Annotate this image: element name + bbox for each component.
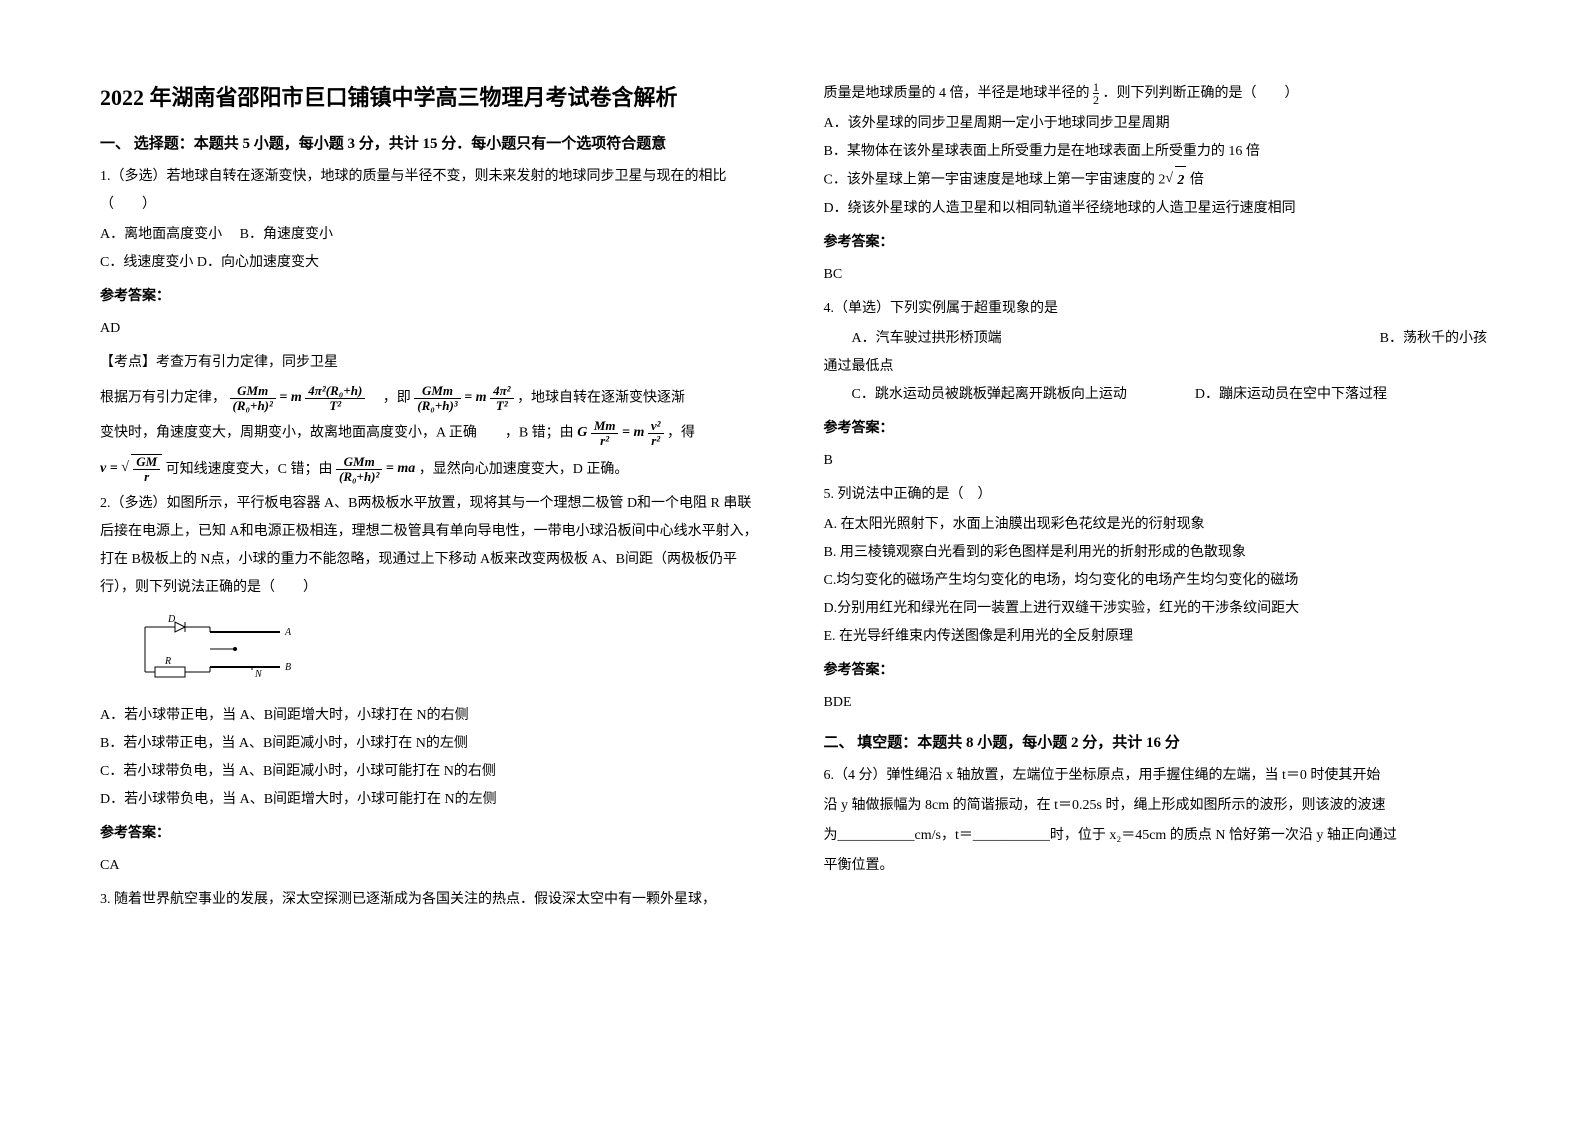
q4-opt-d: D．蹦床运动员在空中下落过程 [1167, 381, 1387, 409]
section-2-header: 二、 填空题：本题共 8 小题，每小题 2 分，共计 16 分 [824, 731, 1488, 752]
q3-opt-b: B．某物体在该外星球表面上所受重力是在地球表面上所受重力的 16 倍 [824, 138, 1488, 166]
q3-opt-c-post: 倍 [1186, 173, 1204, 188]
q5-opt-e: E. 在光导纤维束内传送图像是利用光的全反射原理 [824, 623, 1488, 651]
q6-line3: 为___________cm/s，t＝___________时，位于 x₂＝45… [824, 822, 1488, 850]
q3-opt-c-pre: C．该外星球上第一宇宙速度是地球上第一宇宙速度的 2 [824, 173, 1166, 188]
svg-text:R: R [164, 656, 171, 667]
q1-opt-c: C．线速度变小 [100, 255, 193, 270]
formula-gmm2: GMm(R₀+h)³ [414, 384, 460, 414]
circuit-diagram: D A B R N [120, 612, 300, 692]
q1-exp2-post: ，地球自转在逐渐变快逐渐 [517, 391, 685, 406]
sqrt2: 2 [1175, 166, 1186, 195]
q4-stem: 4.（单选）下列实例属于超重现象的是 [824, 295, 1488, 323]
q2-opt-d: D．若小球带负电，当 A、B间距增大时，小球可能打在 N的左侧 [100, 786, 764, 814]
formula-gmm1: GMm(R₀+h)² [230, 384, 276, 414]
q1-opt-d: D．向心加速度变大 [197, 255, 319, 270]
q4-opt-a: A．汽车驶过拱形桥顶端 [824, 325, 1312, 353]
q4-opt-b: B．荡秋千的小孩 [1352, 325, 1487, 353]
q1-opt-b: B．角速度变小 [240, 227, 333, 242]
q2-options: A．若小球带正电，当 A、B间距增大时，小球打在 N的右侧 B．若小球带正电，当… [100, 702, 764, 814]
question-6: 6.（4 分）弹性绳沿 x 轴放置，左端位于坐标原点，用手握住绳的左端，当 t＝… [824, 762, 1488, 880]
q1-answer: AD [100, 315, 764, 343]
q4-row2: C．跳水运动员被跳板弹起离开跳板向上运动 D．蹦床运动员在空中下落过程 [824, 381, 1488, 409]
svg-text:D: D [167, 614, 176, 625]
q3-answer: BC [824, 261, 1488, 289]
q2-opt-c: C．若小球带负电，当 A、B间距减小时，小球可能打在 N的右侧 [100, 758, 764, 786]
formula-v2: v²r² [648, 419, 664, 449]
question-5: 5. 列说法中正确的是（ ） A. 在太阳光照射下，水面上油膜出现彩色花纹是光的… [824, 481, 1488, 717]
formula-mm: Mmr² [591, 419, 619, 449]
q1-formula-1: 根据万有引力定律， GMm(R₀+h)² = m 4π²(R₀+h)T² ，即 … [100, 383, 764, 414]
left-column: 2022 年湖南省邵阳市巨口铺镇中学高三物理月考试卷含解析 一、 选择题：本题共… [100, 80, 764, 918]
q5-opt-d: D.分别用红光和绿光在同一装置上进行双缝干涉实验，红光的干涉条纹间距大 [824, 595, 1488, 623]
eq-2: = m [464, 383, 486, 414]
svg-text:N: N [254, 669, 263, 680]
formula-v: v = [100, 454, 118, 485]
q4-midline: 通过最低点 [824, 353, 1488, 381]
q4-row1: A．汽车驶过拱形桥顶端 B．荡秋千的小孩 [824, 325, 1488, 353]
q1-exp2-pre: 根据万有引力定律， [100, 391, 226, 406]
q3-opt-a: A．该外星球的同步卫星周期一定小于地球同步卫星周期 [824, 110, 1488, 138]
q3-opt-d: D．绕该外星球的人造卫星和以相同轨道半径绕地球的人造卫星运行速度相同 [824, 195, 1488, 223]
q2-opt-b: B．若小球带正电，当 A、B间距减小时，小球打在 N的左侧 [100, 730, 764, 758]
q1-exp1: 【考点】考查万有引力定律，同步卫星 [100, 349, 764, 377]
q1-exp3-post: ，得 [667, 426, 695, 441]
q6-line1: 6.（4 分）弹性绳沿 x 轴放置，左端位于坐标原点，用手握住绳的左端，当 t＝… [824, 762, 1488, 790]
formula-4pi1: 4π²(R₀+h)T² [305, 384, 365, 414]
q4-options: A．汽车驶过拱形桥顶端 B．荡秋千的小孩 通过最低点 C．跳水运动员被跳板弹起离… [824, 325, 1488, 409]
exam-title: 2022 年湖南省邵阳市巨口铺镇中学高三物理月考试卷含解析 [100, 80, 764, 112]
q5-options: A. 在太阳光照射下，水面上油膜出现彩色花纹是光的衍射现象 B. 用三棱镜观察白… [824, 511, 1488, 651]
q5-stem: 5. 列说法中正确的是（ ） [824, 481, 1488, 509]
q4-answer: B [824, 447, 1488, 475]
svg-text:A: A [284, 627, 292, 638]
q1-answer-label: 参考答案： [100, 283, 764, 311]
formula-gmm3: GMm(R₀+h)² [336, 455, 382, 485]
question-4: 4.（单选）下列实例属于超重现象的是 A．汽车驶过拱形桥顶端 B．荡秋千的小孩 … [824, 295, 1488, 475]
q2-answer: CA [100, 852, 764, 880]
q3-opt-c-wrap: C．该外星球上第一宇宙速度是地球上第一宇宙速度的 2 2 倍 [824, 166, 1488, 195]
q2-opt-a: A．若小球带正电，当 A、B间距增大时，小球打在 N的右侧 [100, 702, 764, 730]
q1-stem: 1.（多选）若地球自转在逐渐变快，地球的质量与半径不变，则未来发射的地球同步卫星… [100, 163, 764, 219]
section-1-header: 一、 选择题：本题共 5 小题，每小题 3 分，共计 15 分．每小题只有一个选… [100, 132, 764, 153]
question-3-part2: 质量是地球质量的 4 倍，半径是地球半径的 12 ．则下列判断正确的是（ ） A… [824, 80, 1488, 289]
formula-sqrt: GMr [131, 454, 162, 486]
question-3-part1: 3. 随着世界航空事业的发展，深太空探测已逐渐成为各国关注的热点．假设深太空中有… [100, 886, 764, 914]
q3-stem-b: 质量是地球质量的 4 倍，半径是地球半径的 [824, 86, 1090, 101]
q1-formula-3: v = GMr 可知线速度变大，C 错；由 GMm(R₀+h)² = ma ，显… [100, 454, 764, 486]
formula-4pi2: 4π²T² [490, 384, 514, 414]
right-column: 质量是地球质量的 4 倍，半径是地球半径的 12 ．则下列判断正确的是（ ） A… [824, 80, 1488, 918]
q2-answer-label: 参考答案： [100, 820, 764, 848]
page-container: 2022 年湖南省邵阳市巨口铺镇中学高三物理月考试卷含解析 一、 选择题：本题共… [100, 80, 1487, 918]
eq-3: = m [622, 418, 644, 449]
q6-line4: 平衡位置。 [824, 852, 1488, 880]
q3-stem-bc: 质量是地球质量的 4 倍，半径是地球半径的 12 ．则下列判断正确的是（ ） [824, 80, 1488, 108]
q1-exp3-pre: 变快时，角速度变大，周期变小，故离地面高度变小，A 正确 ，B 错；由 [100, 426, 574, 441]
formula-g: G [577, 418, 587, 449]
q2-stem: 2.（多选）如图所示，平行板电容器 A、B两极板水平放置，现将其与一个理想二极管… [100, 490, 764, 602]
q5-answer: BDE [824, 689, 1488, 717]
q1-exp4-mid: 可知线速度变大，C 错；由 [166, 462, 336, 477]
q3-stem-c: ．则下列判断正确的是（ ） [1103, 86, 1299, 101]
q5-opt-b: B. 用三棱镜观察白光看到的彩色图样是利用光的折射形成的色散现象 [824, 539, 1488, 567]
svg-text:B: B [285, 662, 291, 673]
q1-options: A．离地面高度变小 B．角速度变小 C．线速度变小 D．向心加速度变大 [100, 221, 764, 277]
q3-answer-label: 参考答案： [824, 229, 1488, 257]
q1-exp4-post: ，显然向心加速度变大，D 正确。 [419, 462, 629, 477]
eq-4: = ma [386, 454, 415, 485]
q5-opt-c: C.均匀变化的磁场产生均匀变化的电场，均匀变化的电场产生均匀变化的磁场 [824, 567, 1488, 595]
question-2: 2.（多选）如图所示，平行板电容器 A、B两极板水平放置，现将其与一个理想二极管… [100, 490, 764, 880]
q5-opt-a: A. 在太阳光照射下，水面上油膜出现彩色花纹是光的衍射现象 [824, 511, 1488, 539]
q4-answer-label: 参考答案： [824, 415, 1488, 443]
q1-opt-a: A．离地面高度变小 [100, 227, 222, 242]
frac-half: 12 [1093, 81, 1099, 106]
q3-stem-a: 3. 随着世界航空事业的发展，深太空探测已逐渐成为各国关注的热点．假设深太空中有… [100, 886, 764, 914]
q6-line2: 沿 y 轴做振幅为 8cm 的简谐振动，在 t＝0.25s 时，绳上形成如图所示… [824, 792, 1488, 820]
q1-formula-2: 变快时，角速度变大，周期变小，故离地面高度变小，A 正确 ，B 错；由 G Mm… [100, 418, 764, 449]
q3-options: A．该外星球的同步卫星周期一定小于地球同步卫星周期 B．某物体在该外星球表面上所… [824, 110, 1488, 223]
question-1: 1.（多选）若地球自转在逐渐变快，地球的质量与半径不变，则未来发射的地球同步卫星… [100, 163, 764, 486]
q4-opt-c: C．跳水运动员被跳板弹起离开跳板向上运动 [824, 381, 1127, 409]
q5-answer-label: 参考答案： [824, 657, 1488, 685]
txt-ji: ，即 [369, 391, 415, 406]
eq-1: = m [279, 383, 301, 414]
